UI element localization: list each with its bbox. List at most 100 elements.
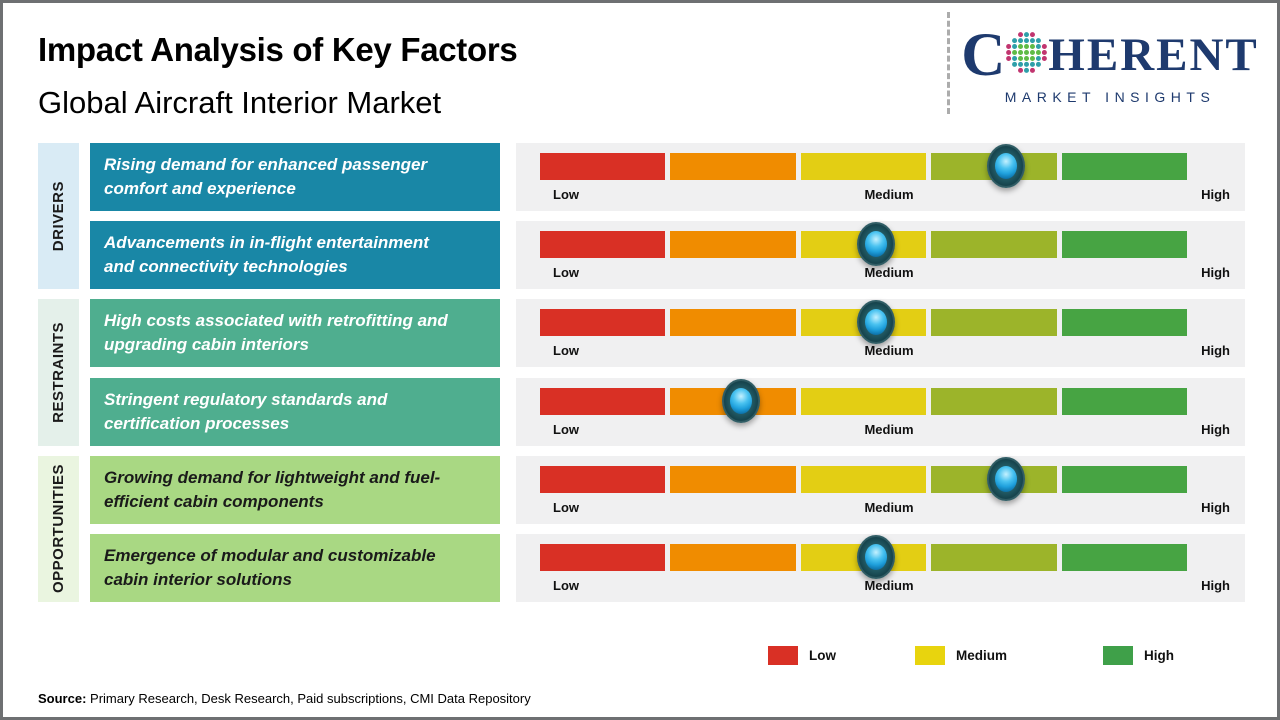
- gauge-segment-2: [670, 309, 796, 336]
- scale-label-high: High: [1201, 265, 1230, 280]
- scale-label-high: High: [1201, 500, 1230, 515]
- scale-label-low: Low: [553, 343, 579, 358]
- factor-box: Rising demand for enhanced passenger com…: [90, 143, 500, 211]
- impact-gauge: Low Medium High: [516, 456, 1245, 524]
- gauge-bar: [540, 153, 1188, 180]
- gauge-segment-2: [670, 466, 796, 493]
- scale-label-medium: Medium: [864, 578, 914, 593]
- impact-legend: Low Medium High: [3, 646, 1277, 668]
- scale-label-high: High: [1201, 422, 1230, 437]
- impact-knob: [857, 222, 896, 266]
- gauge-segment-1: [540, 466, 666, 493]
- factor-box: Emergence of modular and customizable ca…: [90, 534, 500, 602]
- legend-label: High: [1144, 648, 1174, 663]
- legend-item-low: Low: [768, 646, 836, 665]
- factor-box: High costs associated with retrofitting …: [90, 299, 500, 367]
- factor-box: Stringent regulatory standards and certi…: [90, 378, 500, 446]
- page-title: Impact Analysis of Key Factors: [38, 31, 518, 68]
- source-label: Source:: [38, 691, 87, 706]
- gauge-segment-1: [540, 544, 666, 571]
- impact-knob: [986, 457, 1025, 501]
- factor-text: High costs associated with retrofitting …: [104, 311, 448, 354]
- scale-label-medium: Medium: [864, 500, 914, 515]
- factor-text: Emergence of modular and customizable ca…: [104, 546, 436, 589]
- impact-gauge: Low Medium High: [516, 221, 1245, 289]
- impact-gauge: Low Medium High: [516, 378, 1245, 446]
- gauge-segment-4: [931, 309, 1057, 336]
- category-strip-opportunities: OPPORTUNITIES: [38, 456, 79, 602]
- gauge-segment-1: [540, 231, 666, 258]
- legend-item-medium: Medium: [915, 646, 1007, 665]
- factor-text: Rising demand for enhanced passenger com…: [104, 155, 428, 198]
- impact-knob: [721, 379, 760, 423]
- gauge-segment-1: [540, 388, 666, 415]
- gauge-segment-4: [931, 544, 1057, 571]
- impact-knob: [857, 300, 896, 344]
- scale-label-low: Low: [553, 265, 579, 280]
- category-label: RESTRAINTS: [50, 322, 67, 423]
- gauge-segment-1: [540, 153, 666, 180]
- gauge-segment-2: [670, 544, 796, 571]
- gauge-segment-3: [800, 388, 927, 415]
- logo-divider: [947, 12, 950, 114]
- scale-label-low: Low: [553, 187, 579, 202]
- gauge-segment-5: [1061, 231, 1188, 258]
- gauge-segment-5: [1061, 153, 1188, 180]
- gauge-segment-4: [931, 388, 1057, 415]
- brand-logo: C HERENT MARKET INSIGHTS: [959, 25, 1261, 105]
- scale-label-high: High: [1201, 578, 1230, 593]
- legend-label: Low: [809, 648, 836, 663]
- brand-globe-icon: [1005, 31, 1048, 74]
- impact-gauge: Low Medium High: [516, 299, 1245, 367]
- impact-gauge: Low Medium High: [516, 143, 1245, 211]
- legend-swatch: [1103, 646, 1133, 665]
- factor-box: Advancements in in-flight entertainment …: [90, 221, 500, 289]
- gauge-segment-2: [670, 231, 796, 258]
- legend-swatch: [915, 646, 945, 665]
- scale-label-high: High: [1201, 187, 1230, 202]
- gauge-bar: [540, 466, 1188, 493]
- gauge-segment-5: [1061, 466, 1188, 493]
- scale-label-medium: Medium: [864, 187, 914, 202]
- scale-label-low: Low: [553, 422, 579, 437]
- source-line: Source: Primary Research, Desk Research,…: [38, 691, 531, 706]
- gauge-bar: [540, 309, 1188, 336]
- scale-label-medium: Medium: [864, 422, 914, 437]
- brand-wordmark-rest: HERENT: [1048, 29, 1259, 81]
- scale-label-low: Low: [553, 578, 579, 593]
- gauge-segment-3: [800, 466, 927, 493]
- impact-knob: [857, 535, 896, 579]
- scale-label-medium: Medium: [864, 265, 914, 280]
- brand-wordmark: C HERENT: [959, 25, 1261, 86]
- scale-label-high: High: [1201, 343, 1230, 358]
- gauge-segment-1: [540, 309, 666, 336]
- gauge-bar: [540, 388, 1188, 415]
- gauge-segment-5: [1061, 309, 1188, 336]
- factor-box: Growing demand for lightweight and fuel-…: [90, 456, 500, 524]
- category-label: DRIVERS: [50, 180, 67, 252]
- brand-letter-c: C: [961, 22, 1006, 89]
- impact-gauge: Low Medium High: [516, 534, 1245, 602]
- scale-label-medium: Medium: [864, 343, 914, 358]
- gauge-segment-3: [800, 153, 927, 180]
- factor-text: Advancements in in-flight entertainment …: [104, 233, 429, 276]
- impact-knob: [986, 144, 1025, 188]
- category-strip-drivers: DRIVERS: [38, 143, 79, 289]
- scale-label-low: Low: [553, 500, 579, 515]
- factor-text: Growing demand for lightweight and fuel-…: [104, 468, 441, 511]
- gauge-segment-5: [1061, 388, 1188, 415]
- gauge-segment-4: [931, 231, 1057, 258]
- legend-item-high: High: [1103, 646, 1174, 665]
- brand-tagline: MARKET INSIGHTS: [1004, 89, 1216, 105]
- gauge-segment-2: [670, 153, 796, 180]
- page-subtitle: Global Aircraft Interior Market: [38, 85, 442, 120]
- category-strip-restraints: RESTRAINTS: [38, 299, 79, 446]
- source-text: Primary Research, Desk Research, Paid su…: [86, 691, 531, 706]
- factor-text: Stringent regulatory standards and certi…: [104, 390, 388, 433]
- legend-swatch: [768, 646, 798, 665]
- category-label: OPPORTUNITIES: [50, 464, 67, 594]
- legend-label: Medium: [956, 648, 1008, 663]
- gauge-segment-5: [1061, 544, 1188, 571]
